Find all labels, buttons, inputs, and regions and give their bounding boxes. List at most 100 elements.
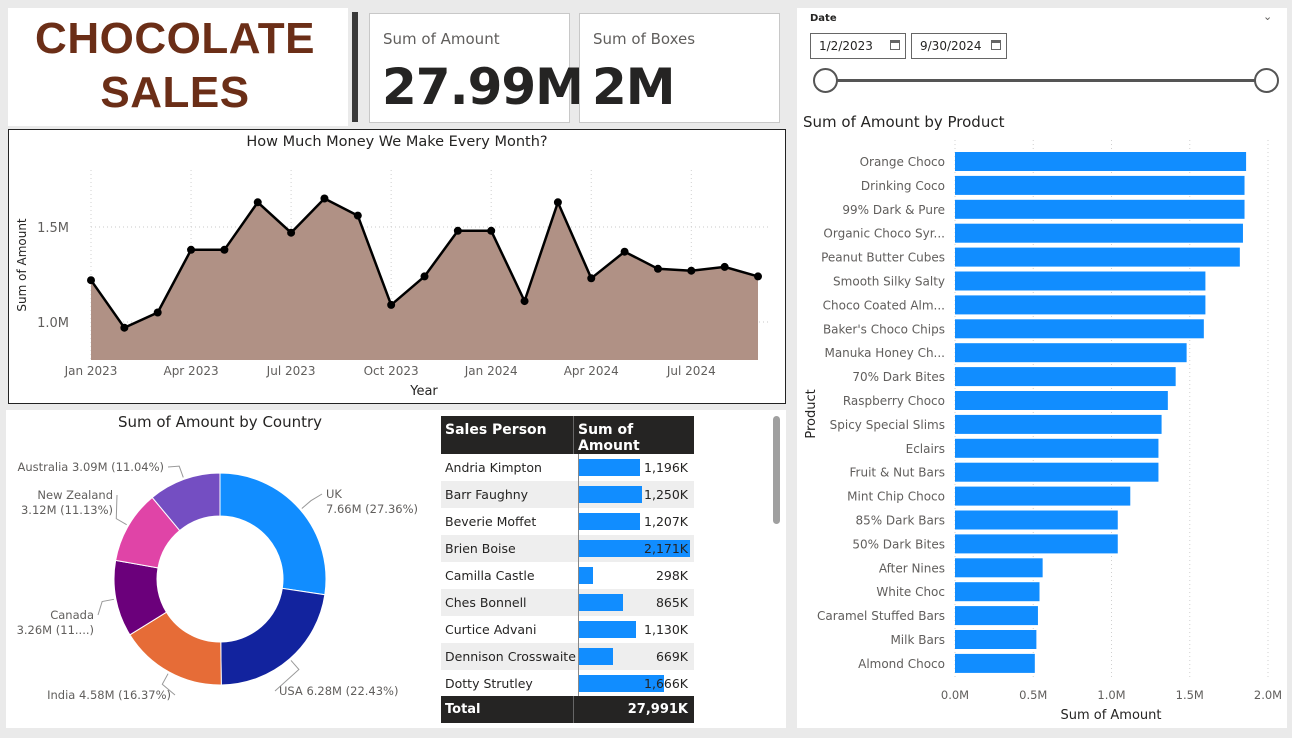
kpi-label: Sum of Amount [383,30,500,48]
data-point[interactable] [687,266,696,275]
table-row[interactable]: Dotty Strutley 1,666K [441,670,694,697]
date-end-input[interactable]: 9/30/2024 [911,33,1007,59]
product-bar[interactable] [955,534,1118,554]
donut-slice[interactable] [219,472,327,596]
column-header-sum-of-amount[interactable]: Sum of Amount [578,422,640,454]
data-point[interactable] [420,272,429,281]
data-bar [578,540,690,557]
monthly-amount-chart[interactable]: How Much Money We Make Every Month? 1.0M 1… [8,129,786,404]
product-bar[interactable] [955,271,1206,291]
calendar-icon[interactable] [890,40,900,50]
data-point[interactable] [587,274,596,283]
donut-slice-label: New Zealand [37,488,113,502]
data-point[interactable] [754,272,762,281]
table-row[interactable]: Beverie Moffet 1,207K [441,508,694,535]
data-bar [578,648,613,665]
product-bar[interactable] [955,462,1159,482]
product-bar[interactable] [955,367,1176,387]
x-tick-label: 1.5M [1176,688,1204,702]
donut-slice-label: USA 6.28M (22.43%) [279,684,398,698]
leader-line [301,493,323,509]
data-point[interactable] [653,264,662,273]
product-bar[interactable] [955,438,1159,458]
product-bar[interactable] [955,558,1043,578]
product-bar[interactable] [955,391,1168,410]
chevron-down-icon[interactable]: ⌄ [1263,10,1273,23]
column-header-sales-person[interactable]: Sales Person [445,422,547,438]
product-bar[interactable] [955,653,1035,673]
product-bar[interactable] [955,343,1187,363]
data-point[interactable] [353,211,362,220]
date-slider-track[interactable] [822,79,1268,82]
data-point[interactable] [187,245,196,254]
kpi-card-boxes[interactable]: Sum of Boxes 2M [579,13,780,123]
table-row[interactable]: Curtice Advani 1,130K [441,616,694,643]
title-panel [8,8,348,126]
product-bar[interactable] [955,247,1240,267]
date-start-value: 1/2/2023 [819,39,873,53]
date-slider-start-handle[interactable] [813,68,838,93]
product-bar[interactable] [955,223,1243,243]
product-bar[interactable] [955,295,1206,315]
donut-slice[interactable] [151,472,221,532]
date-slider-end-handle[interactable] [1254,68,1279,93]
product-bar[interactable] [955,630,1037,649]
data-point[interactable] [387,300,396,309]
x-tick-label: Oct 2023 [364,364,419,378]
data-point[interactable] [153,308,162,317]
data-point[interactable] [287,228,296,237]
table-scrollbar[interactable] [773,416,780,524]
date-end-value: 9/30/2024 [920,39,982,53]
table-row[interactable]: Camilla Castle 298K [441,562,694,589]
sales-person-name: Dennison Crosswaite [445,649,576,664]
product-chart-title: Sum of Amount by Product [803,113,1005,131]
table-row[interactable]: Brien Boise 2,171K [441,535,694,562]
product-label: Mint Chip Choco [847,490,945,504]
donut-slice-label: India 4.58M (16.37%) [47,688,171,702]
data-point[interactable] [220,245,229,254]
data-point[interactable] [320,194,329,203]
product-bar[interactable] [955,199,1245,219]
data-point[interactable] [453,226,462,235]
product-bar[interactable] [955,582,1040,602]
date-start-input[interactable]: 1/2/2023 [810,33,906,59]
product-label: Fruit & Nut Bars [850,466,945,480]
data-point[interactable] [520,297,529,306]
product-label: Milk Bars [890,633,945,647]
calendar-icon[interactable] [991,40,1001,50]
donut-slice[interactable] [220,587,326,686]
donut-slice-label: Canada [50,608,94,622]
product-label: Drinking Coco [861,179,945,193]
donut-slice-value: 7.66M (27.36%) [326,502,418,516]
product-label: Eclairs [906,442,945,456]
product-bar[interactable] [955,175,1245,195]
product-bar[interactable] [955,606,1038,626]
x-tick-label: Jan 2023 [64,364,118,378]
product-bar[interactable] [955,152,1247,171]
sales-person-table[interactable]: Sales Person Sum of Amount Andria Kimpto… [441,416,694,723]
data-point[interactable] [553,198,562,207]
table-header: Sales Person Sum of Amount [441,416,694,454]
product-bar[interactable] [955,486,1131,506]
product-bar[interactable] [955,319,1204,339]
table-row[interactable]: Andria Kimpton 1,196K [441,454,694,481]
table-row[interactable]: Dennison Crosswaite 669K [441,643,694,670]
product-bar[interactable] [955,510,1118,530]
product-label: Raspberry Choco [843,394,945,408]
total-value: 27,991K [627,702,688,717]
product-label: Choco Coated Alm... [823,298,945,312]
product-label: Manuka Honey Ch... [824,346,945,360]
data-point[interactable] [87,276,95,285]
data-point[interactable] [720,262,729,271]
kpi-value: 2M [592,58,676,116]
product-bar[interactable] [955,414,1162,434]
data-point[interactable] [120,323,129,332]
x-axis-title: Sum of Amount [1060,708,1161,723]
kpi-card-amount[interactable]: Sum of Amount 27.99M [369,13,585,123]
data-point[interactable] [253,198,262,207]
data-point[interactable] [620,247,629,256]
table-row[interactable]: Ches Bonnell 865K [441,589,694,616]
sales-person-name: Dotty Strutley [445,676,533,691]
data-point[interactable] [487,226,496,235]
table-row[interactable]: Barr Faughny 1,250K [441,481,694,508]
